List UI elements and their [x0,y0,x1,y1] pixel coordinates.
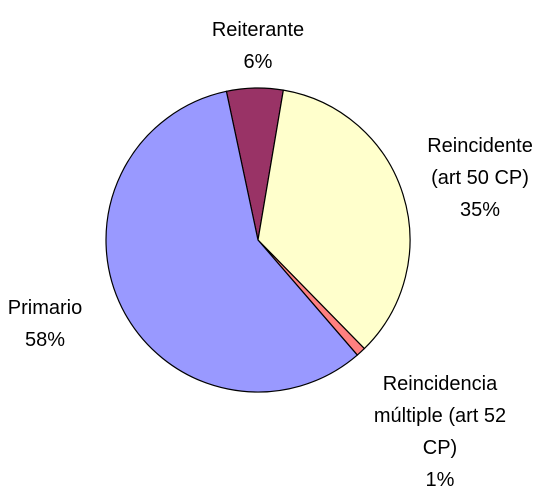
slice-label: Primario 58% [0,292,90,356]
value-label: 6% [243,51,273,73]
category-label: Reincidencia múltiple (art 52 CP) [373,373,507,459]
category-label: Reiterante [211,19,305,41]
slice-label: Reincidente (art 50 CP) 35% [413,130,548,226]
value-label: 58% [24,329,66,351]
slice-label: Reincidencia múltiple (art 52 CP) 1% [370,368,510,488]
category-label: Reincidente (art 50 CP) [427,135,533,189]
value-label: 35% [459,199,501,221]
value-label: 1% [425,469,455,488]
slice-label: Reiterante 6% [188,14,328,78]
pie-slice [105,90,359,393]
category-label: Primario [7,297,83,319]
pie-slice [257,89,411,350]
